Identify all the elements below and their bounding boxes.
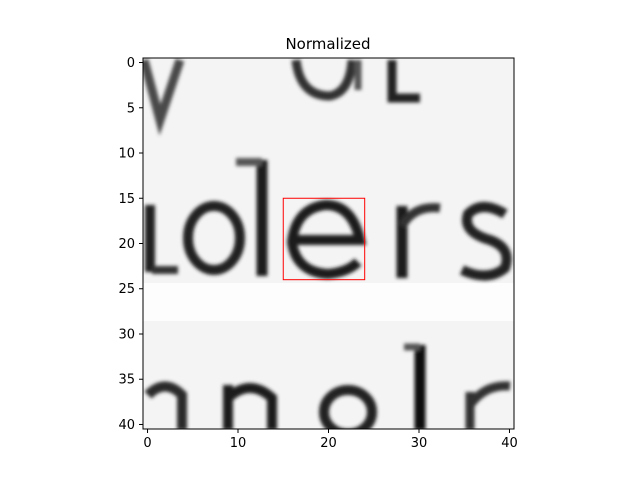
- y-tick-label: 0: [127, 56, 135, 71]
- glyph-strokes: [143, 58, 512, 429]
- y-tick-label: 20: [118, 237, 135, 252]
- y-tick-label: 25: [118, 282, 135, 297]
- x-tick-label: 40: [501, 436, 518, 451]
- y-tick-label: 15: [118, 192, 135, 207]
- y-tick-label: 30: [118, 327, 135, 342]
- y-tick-label: 5: [127, 101, 135, 116]
- x-tick-label: 30: [411, 436, 428, 451]
- x-tick-label: 0: [143, 436, 151, 451]
- image-light-band: [143, 283, 514, 321]
- highlight-box: [282, 197, 366, 281]
- y-tick-label: 35: [118, 373, 135, 388]
- x-tick-label: 20: [320, 436, 337, 451]
- heatmap-image: [143, 58, 514, 429]
- y-tick-label: 10: [118, 147, 135, 162]
- y-tick-label: 40: [118, 418, 135, 433]
- x-tick-label: 10: [230, 436, 247, 451]
- y-axis: 0 5 10 15 20 25 30 35 40: [118, 56, 143, 433]
- x-axis: 0 10 20 30 40: [143, 429, 518, 451]
- chart-title: Normalized: [285, 35, 370, 53]
